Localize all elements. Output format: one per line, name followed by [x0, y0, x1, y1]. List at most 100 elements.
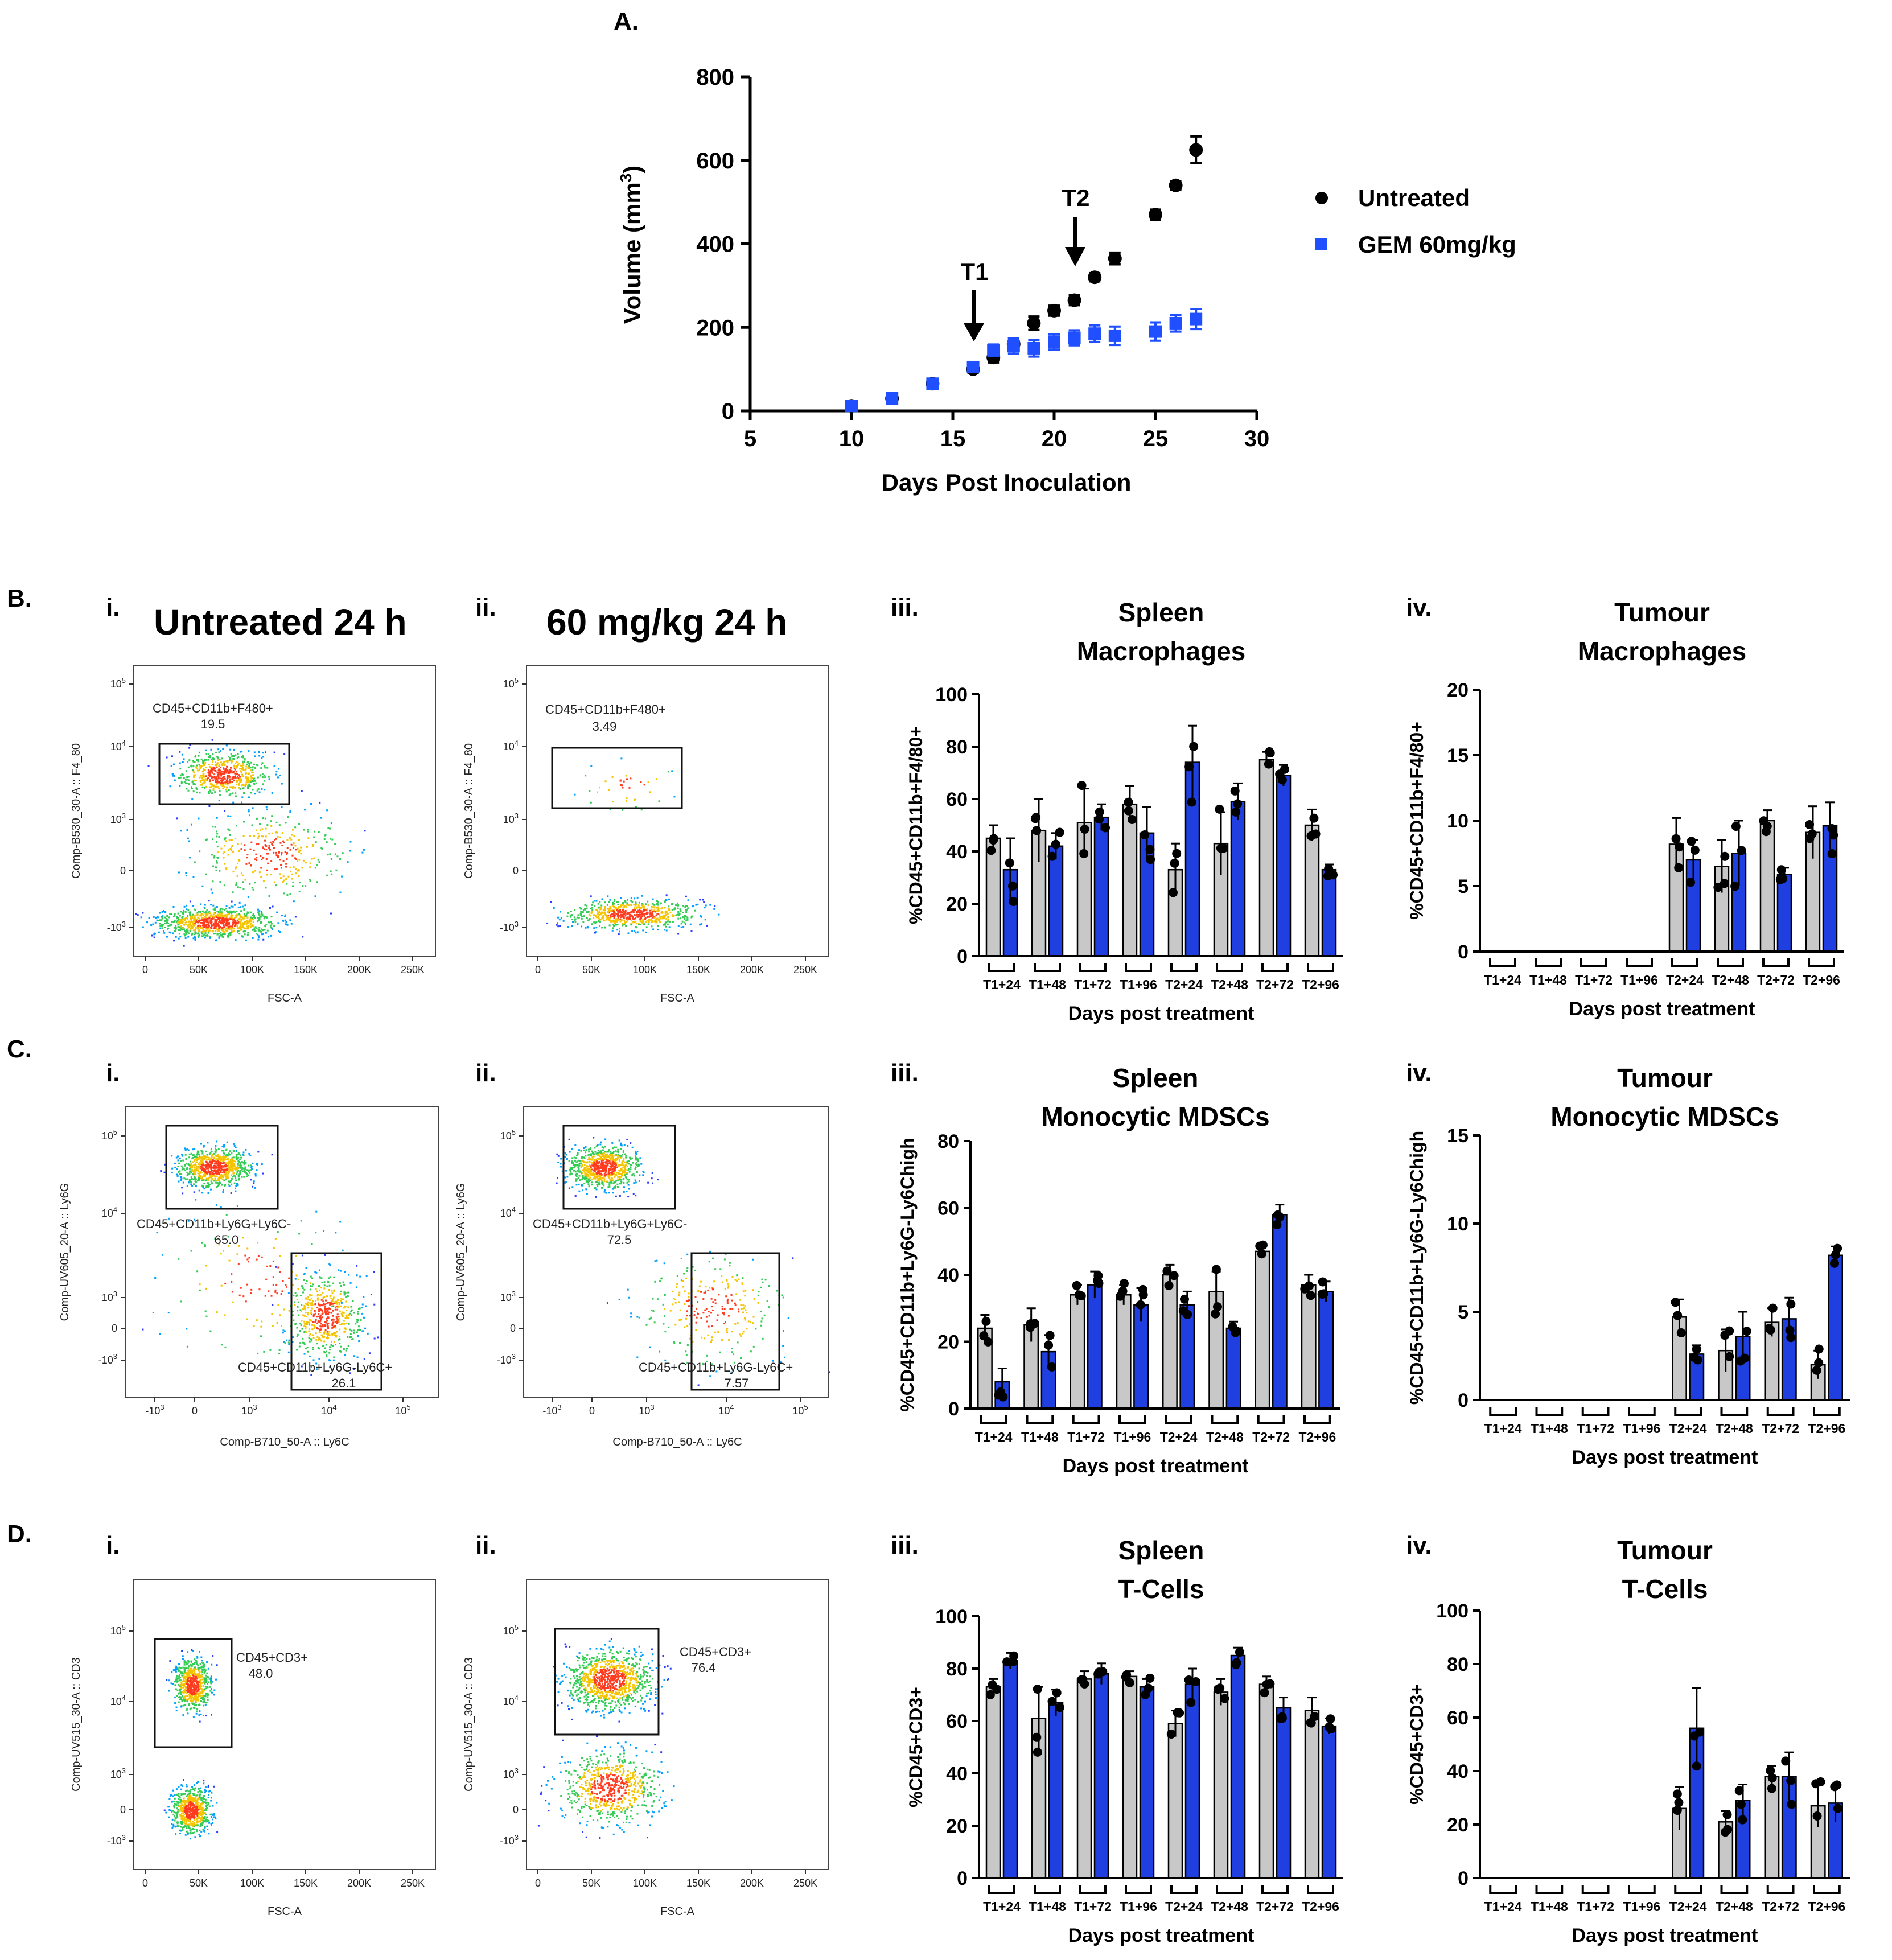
flow-event [216, 817, 218, 819]
flow-event [211, 758, 213, 760]
flow-event [619, 918, 622, 920]
flow-event [211, 892, 213, 894]
flow-event [287, 1341, 290, 1344]
flow-event [586, 1177, 588, 1180]
flow-event [242, 784, 244, 786]
flow-event [242, 881, 244, 883]
flow-event [213, 855, 216, 857]
flow-event [224, 1314, 226, 1316]
flow-event [183, 945, 185, 947]
flow-event [233, 1175, 235, 1177]
flow-event [219, 1169, 221, 1171]
flow-event [188, 1179, 191, 1181]
flow-event [178, 933, 180, 935]
flow-event [669, 911, 672, 913]
flow-event [253, 835, 256, 837]
flow-event [317, 1340, 319, 1342]
flow-event [217, 915, 219, 917]
flow-c-i-frame [125, 1106, 439, 1398]
flow-event [240, 872, 242, 875]
flow-event [643, 923, 645, 925]
flow-event [237, 1156, 240, 1159]
flow-event [305, 1331, 307, 1333]
flow-event [608, 901, 610, 903]
flow-event [252, 776, 254, 779]
flow-event [213, 784, 215, 787]
flow-event [221, 1150, 224, 1152]
flow-event [223, 760, 225, 763]
flow-event [248, 783, 250, 785]
flow-event [210, 748, 212, 751]
flow-event [255, 853, 257, 855]
flow-event [208, 792, 210, 794]
flow-event [581, 1165, 583, 1167]
flow-event [639, 920, 641, 922]
flow-event [327, 1335, 330, 1337]
flow-event [326, 1317, 328, 1320]
flow-event [616, 909, 618, 912]
flow-event [212, 789, 215, 791]
flow-event [227, 772, 229, 774]
flow-event [228, 789, 230, 792]
fsc-tick-label: 200K [347, 964, 371, 975]
flow-event [560, 1166, 562, 1168]
flow-event [229, 1168, 231, 1171]
flow-event [651, 1177, 653, 1180]
flow-event [677, 913, 679, 916]
flow-event [241, 1167, 244, 1169]
flow-event [217, 1178, 220, 1180]
flow-event [244, 930, 246, 932]
flow-event [252, 888, 254, 891]
flow-event [220, 1162, 222, 1164]
flow-event [212, 768, 215, 771]
flow-event [201, 783, 204, 785]
flow-event [242, 1237, 244, 1239]
flow-event [218, 1176, 220, 1178]
flow-event [361, 1312, 364, 1315]
flow-event [595, 900, 598, 902]
flow-event [195, 1199, 197, 1201]
flow-event [213, 773, 216, 776]
flow-event [246, 854, 249, 856]
flow-event [315, 1362, 318, 1365]
flow-event [569, 914, 571, 916]
flow-event [232, 923, 234, 925]
flow-event [622, 1154, 624, 1156]
flow-event [162, 917, 164, 920]
flow-event [258, 917, 260, 919]
flow-event [315, 1210, 318, 1213]
flow-event [603, 1180, 606, 1183]
flow-event [218, 768, 220, 771]
t2-label: T2 [1062, 184, 1089, 211]
flow-event [225, 920, 228, 923]
flow-event [320, 1277, 323, 1279]
flow-event [229, 782, 231, 784]
fsc-tick-label: 250K [793, 964, 817, 975]
flow-event [325, 1308, 327, 1310]
flow-event [203, 1174, 205, 1176]
flow-event [199, 918, 201, 920]
flow-event [660, 912, 663, 914]
flow-event [323, 1297, 325, 1299]
flow-event [205, 1164, 207, 1166]
flow-event [178, 926, 180, 928]
flow-event [322, 1345, 324, 1347]
flow-event [215, 1154, 217, 1156]
flow-event [214, 912, 216, 914]
flow-event [327, 1316, 329, 1319]
a-point-gem [1007, 340, 1020, 353]
flow-event [153, 933, 155, 936]
flow-event [202, 919, 204, 921]
flow-event [190, 1176, 192, 1179]
flow-event [186, 908, 188, 911]
flow-event [626, 1181, 628, 1184]
flow-event [204, 1169, 207, 1171]
flow-event [299, 1330, 301, 1332]
flow-event [600, 1162, 603, 1164]
flow-event [205, 1287, 207, 1290]
flow-event [659, 915, 661, 917]
flow-event [348, 1274, 350, 1276]
flow-event [209, 756, 211, 759]
flow-event [202, 921, 204, 924]
flow-event [203, 773, 205, 776]
